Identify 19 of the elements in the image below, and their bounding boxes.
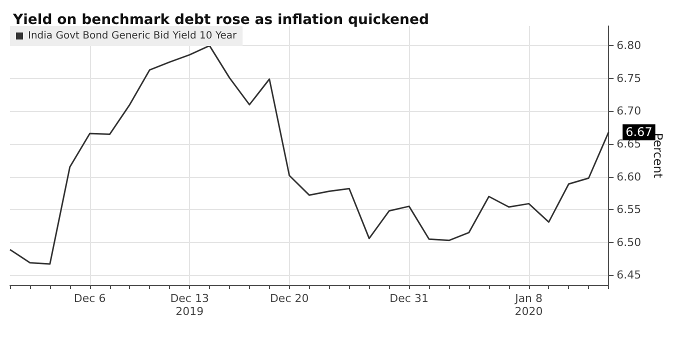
x-tick-label: Dec 31 (390, 292, 428, 305)
x-tick-label: Dec 20 (270, 292, 309, 305)
y-tick-label: 6.60 (616, 170, 642, 184)
y-tick-label: 6.80 (616, 39, 642, 52)
legend-label: India Govt Bond Generic Bid Yield 10 Year (28, 30, 238, 42)
y-tick-label: 6.45 (616, 268, 642, 282)
x-tick-label: Dec 6 (74, 292, 106, 305)
text: 2019 (176, 305, 204, 318)
chart-title: Yield on benchmark debt rose as inflation quickened (12, 12, 429, 28)
x-tick-label: Jan 8 (514, 292, 543, 305)
data-label: 6.67 (626, 125, 652, 140)
line-series (9, 44, 610, 265)
y-tick-label: 6.70 (616, 104, 642, 118)
y-tick-label: 6.55 (616, 203, 642, 216)
text: 2020 (514, 305, 543, 318)
y-tick-label: 6.75 (616, 72, 642, 85)
y-tick-label: 6.50 (616, 236, 642, 249)
x-tick-label: Dec 13 (170, 292, 209, 305)
y-axis-title: Percent (651, 132, 665, 178)
